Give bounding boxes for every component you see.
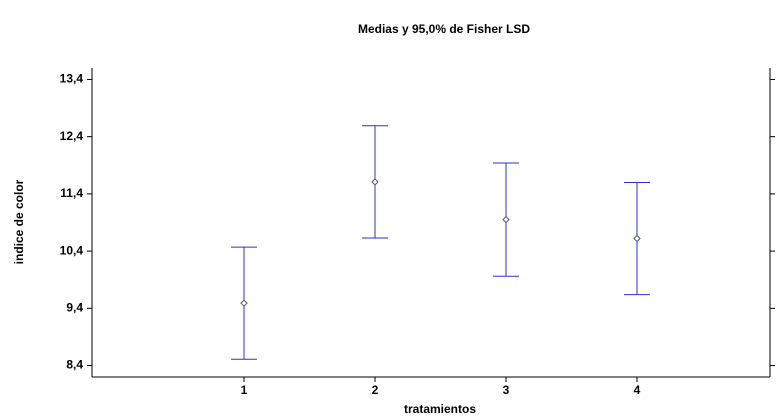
y-tick-label: 13,4 — [60, 72, 84, 86]
y-tick-label: 11,4 — [60, 186, 83, 200]
x-tick-label: 3 — [503, 383, 510, 397]
x-tick-label: 1 — [241, 383, 248, 397]
y-tick-label: 8,4 — [66, 358, 83, 372]
mean-marker — [502, 215, 510, 224]
y-tick-label: 12,4 — [60, 129, 84, 143]
x-tick-label: 2 — [372, 383, 379, 397]
mean-marker — [371, 178, 379, 186]
mean-marker — [240, 299, 248, 307]
y-axis-label: indice de color — [12, 179, 26, 264]
chart-title: Medias y 95,0% de Fisher LSD — [358, 22, 530, 36]
y-tick-label: 10,4 — [60, 243, 84, 257]
y-tick-label: 9,4 — [66, 301, 83, 315]
x-axis-label: tratamientos — [404, 402, 476, 416]
mean-marker — [633, 234, 641, 243]
x-tick-label: 4 — [634, 383, 641, 397]
